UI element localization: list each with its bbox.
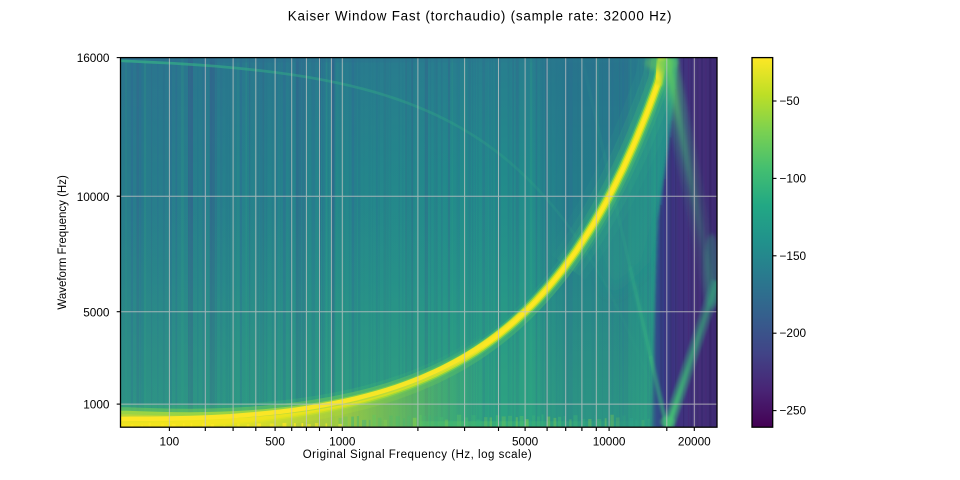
svg-text:−200: −200 [780,326,807,340]
svg-text:1000: 1000 [329,434,356,448]
svg-text:Waveform Frequency (Hz): Waveform Frequency (Hz) [57,175,69,310]
svg-text:−100: −100 [780,171,807,185]
svg-text:−50: −50 [780,94,800,108]
svg-text:−150: −150 [780,249,807,263]
svg-text:5000: 5000 [83,305,110,319]
svg-text:100: 100 [160,434,180,448]
svg-text:20000: 20000 [678,434,711,448]
svg-text:500: 500 [265,434,285,448]
svg-text:10000: 10000 [593,434,626,448]
svg-text:Kaiser Window Fast (torchaudio: Kaiser Window Fast (torchaudio) (sample … [288,8,673,23]
svg-text:16000: 16000 [77,51,110,65]
svg-text:−250: −250 [780,404,807,418]
svg-text:Original Signal Frequency (Hz,: Original Signal Frequency (Hz, log scale… [303,449,533,461]
svg-text:5000: 5000 [512,434,539,448]
svg-text:10000: 10000 [77,190,110,204]
svg-text:1000: 1000 [83,398,110,412]
